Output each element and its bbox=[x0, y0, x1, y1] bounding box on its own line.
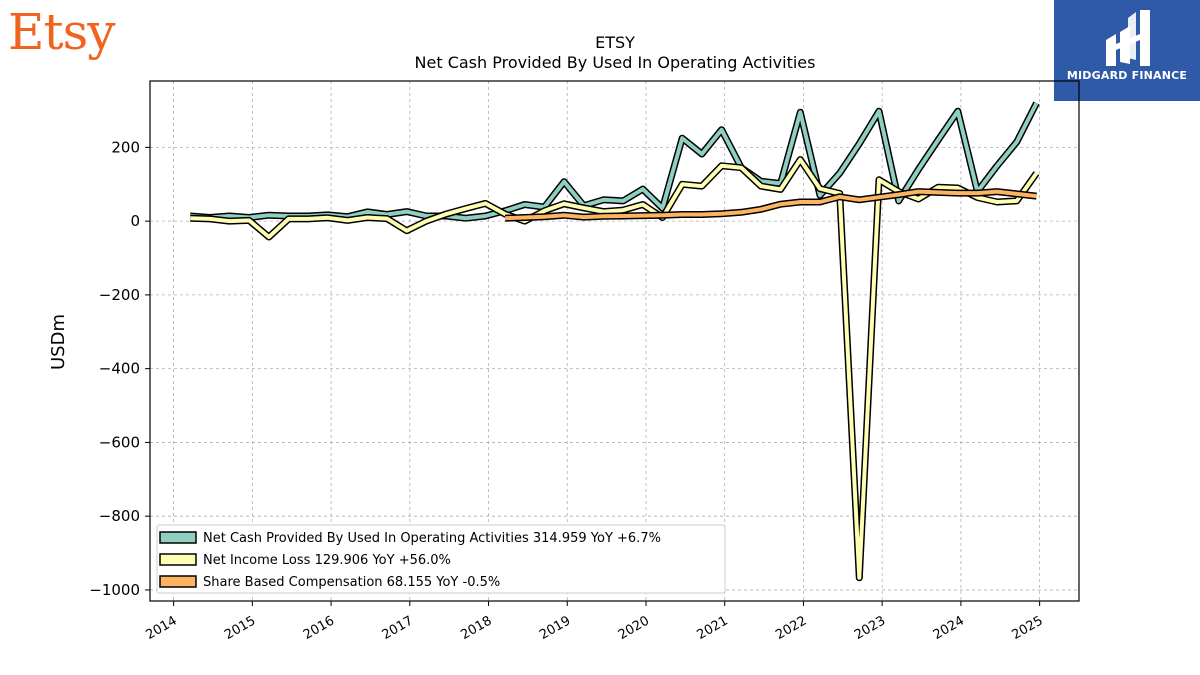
x-tick-label: 2018 bbox=[458, 613, 494, 643]
x-tick-label: 2016 bbox=[301, 613, 337, 643]
midgard-logo-text: MIDGARD FINANCE bbox=[1066, 69, 1188, 82]
series-layer bbox=[189, 101, 1040, 582]
series-1-line bbox=[190, 102, 1039, 221]
grid bbox=[150, 81, 1079, 601]
y-axis: 200 0 −200 −400 −600 −800 −1000 bbox=[89, 138, 150, 599]
chart-subtitle: Net Cash Provided By Used In Operating A… bbox=[415, 53, 816, 72]
midgard-logo-mark-icon bbox=[1106, 10, 1150, 66]
y-tick-label: −1000 bbox=[89, 581, 140, 599]
x-axis: 2014 2015 2016 2017 2018 2019 2020 2021 2022 2023… bbox=[143, 601, 1046, 643]
x-tick-label: 2025 bbox=[1009, 613, 1045, 643]
legend: Net Cash Provided By Used In Operating A… bbox=[156, 524, 726, 594]
y-tick-label: −200 bbox=[99, 286, 140, 304]
x-tick-label: 2024 bbox=[931, 613, 967, 643]
x-tick-label: 2019 bbox=[537, 613, 573, 643]
chart-title: ETSY bbox=[595, 33, 635, 52]
y-tick-label: −400 bbox=[99, 360, 140, 378]
x-tick-label: 2017 bbox=[380, 613, 416, 643]
legend-entry-label: Net Cash Provided By Used In Operating A… bbox=[203, 531, 661, 546]
x-tick-label: 2021 bbox=[695, 613, 731, 643]
legend-swatch bbox=[159, 531, 197, 544]
plot-frame bbox=[149, 80, 1080, 602]
series-2 bbox=[190, 156, 1040, 582]
y-tick-label: 0 bbox=[130, 212, 140, 230]
series-2-line bbox=[190, 157, 1039, 580]
legend-swatch bbox=[159, 553, 197, 566]
x-tick-label: 2022 bbox=[773, 613, 809, 643]
y-axis-label: USDm bbox=[48, 314, 69, 370]
x-tick-label: 2015 bbox=[222, 613, 258, 643]
legend-entry-label: Net Income Loss 129.906 YoY +56.0% bbox=[203, 553, 451, 568]
etsy-logo: Etsy bbox=[8, 3, 115, 61]
x-tick-label: 2020 bbox=[616, 613, 652, 643]
y-tick-label: 200 bbox=[111, 138, 140, 156]
midgard-finance-logo: MIDGARD FINANCE bbox=[1054, 0, 1200, 101]
x-tick-label: 2023 bbox=[852, 613, 888, 643]
x-tick-label: 2014 bbox=[143, 613, 179, 643]
legend-swatch bbox=[159, 575, 197, 588]
legend-entry-label: Share Based Compensation 68.155 YoY -0.5… bbox=[203, 575, 500, 590]
series-3 bbox=[504, 188, 1037, 222]
y-tick-label: −600 bbox=[99, 433, 140, 451]
legend-box bbox=[156, 524, 726, 594]
y-tick-label: −800 bbox=[99, 507, 140, 525]
series-3-line bbox=[505, 189, 1037, 221]
series-1 bbox=[189, 101, 1040, 222]
